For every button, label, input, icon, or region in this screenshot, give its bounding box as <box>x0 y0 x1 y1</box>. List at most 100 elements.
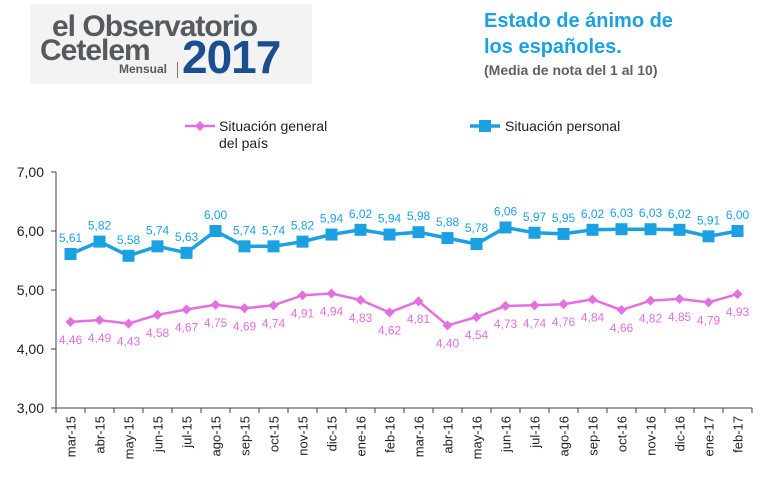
data-point-general <box>210 299 221 310</box>
x-tick-label: dic-15 <box>325 416 340 451</box>
data-label: 4,74 <box>523 316 547 330</box>
data-point-personal <box>325 228 338 241</box>
logo-sub: Mensual <box>119 62 168 76</box>
data-label: 4,81 <box>407 312 431 326</box>
data-point-personal <box>151 240 164 253</box>
data-label: 5,94 <box>320 212 344 226</box>
data-point-general <box>587 294 598 305</box>
logo-line2: Cetelem <box>40 34 151 67</box>
data-point-general <box>297 290 308 301</box>
data-label: 4,91 <box>291 306 315 320</box>
legend-marker-personal <box>479 120 491 132</box>
y-tick-label: 7,00 <box>17 164 44 180</box>
x-tick-label: dic-16 <box>673 416 688 451</box>
data-label: 4,75 <box>204 316 228 330</box>
x-tick-label: feb-16 <box>383 416 398 453</box>
x-tick-label: nov-15 <box>296 416 311 456</box>
data-label: 5,78 <box>465 221 489 235</box>
data-label: 6,02 <box>581 207 605 221</box>
data-point-general <box>413 296 424 307</box>
data-label: 5,82 <box>291 219 315 233</box>
data-label: 4,46 <box>59 333 83 347</box>
data-point-personal <box>354 223 367 236</box>
data-label: 4,43 <box>117 335 141 349</box>
data-label: 6,02 <box>349 207 373 221</box>
data-point-personal <box>122 249 135 262</box>
x-tick-label: may-16 <box>470 416 485 459</box>
data-point-general <box>645 295 656 306</box>
data-point-general <box>500 300 511 311</box>
data-label: 4,79 <box>697 313 721 327</box>
data-point-personal <box>470 237 483 250</box>
data-point-personal <box>702 230 715 243</box>
data-point-general <box>94 315 105 326</box>
data-point-general <box>326 288 337 299</box>
legend-label-personal: Situación personal <box>505 118 620 134</box>
x-tick-label: oct-16 <box>615 416 630 452</box>
data-point-personal <box>209 225 222 237</box>
data-label: 6,03 <box>610 206 634 220</box>
chart-title-line2: los españoles. <box>484 36 622 58</box>
data-label: 4,66 <box>610 321 634 335</box>
legend-label-general: Situación general <box>219 118 327 134</box>
data-point-personal <box>180 246 193 259</box>
data-point-general <box>471 312 482 323</box>
series-line-0 <box>69 225 738 258</box>
data-point-personal <box>586 223 599 236</box>
data-label: 4,84 <box>581 310 605 324</box>
data-label: 4,83 <box>349 311 373 325</box>
data-label: 4,40 <box>436 336 460 350</box>
x-tick-label: abr-16 <box>441 416 456 454</box>
data-point-general <box>384 307 395 318</box>
x-tick-label: nov-16 <box>644 416 659 456</box>
x-tick-label: ene-17 <box>702 416 717 456</box>
data-label: 4,58 <box>146 326 170 340</box>
x-tick-label: ago-16 <box>557 416 572 456</box>
y-tick-label: 6,00 <box>17 223 44 239</box>
data-label: 4,93 <box>726 305 750 319</box>
logo-year: 2017 <box>182 31 281 83</box>
data-point-personal <box>64 248 77 261</box>
x-tick-label: jun-15 <box>151 416 166 453</box>
data-point-personal <box>557 227 570 240</box>
data-label: 4,76 <box>552 315 576 329</box>
data-label: 6,06 <box>494 204 518 218</box>
data-point-general <box>123 318 134 329</box>
data-label: 5,63 <box>175 230 199 244</box>
chart-title-line1: Estado de ánimo de <box>484 10 673 32</box>
series-line-1 <box>70 292 738 327</box>
data-label: 6,03 <box>639 206 663 220</box>
data-label: 5,97 <box>523 210 547 224</box>
data-point-personal <box>499 221 512 234</box>
x-tick-label: feb-17 <box>731 416 746 453</box>
legend-marker-general <box>195 121 205 131</box>
data-point-personal <box>673 223 686 236</box>
logo-line1: el Observatorio <box>52 10 258 43</box>
data-point-personal <box>93 235 106 248</box>
x-tick-label: sep-16 <box>586 416 601 456</box>
data-point-personal <box>441 232 454 245</box>
data-label: 5,82 <box>88 219 112 233</box>
data-label: 4,73 <box>494 317 518 331</box>
x-tick-label: sep-15 <box>238 416 253 456</box>
data-point-general <box>268 300 279 311</box>
data-point-personal <box>267 240 280 253</box>
x-tick-label: jun-16 <box>499 416 514 453</box>
data-point-personal <box>238 240 251 253</box>
y-tick-label: 5,00 <box>17 282 44 298</box>
data-point-general <box>732 289 743 300</box>
data-label: 4,62 <box>378 323 402 337</box>
data-point-personal <box>296 235 309 248</box>
legend-label-general: del país <box>219 135 268 151</box>
observatorio-cetelem-logo: el Observatorio Cetelem Mensual 2017 <box>30 4 312 84</box>
x-tick-label: jul-15 <box>180 416 195 449</box>
data-label: 4,67 <box>175 320 199 334</box>
data-point-personal <box>528 226 541 239</box>
data-label: 5,91 <box>697 213 721 227</box>
x-tick-label: ene-16 <box>354 416 369 456</box>
data-label: 5,88 <box>436 215 460 229</box>
data-point-personal <box>731 225 744 237</box>
data-label: 4,69 <box>233 319 257 333</box>
x-tick-label: ago-15 <box>209 416 224 456</box>
